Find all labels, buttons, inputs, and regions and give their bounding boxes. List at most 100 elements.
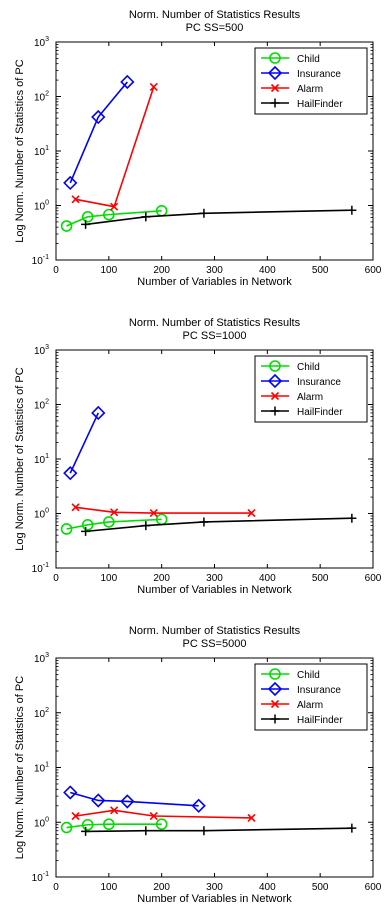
y-tick-label: 102	[34, 91, 49, 104]
y-tick-exponent: 3	[45, 652, 49, 659]
y-tick-exponent: 0	[45, 816, 49, 823]
y-tick-label: 100	[34, 816, 49, 829]
data-point	[91, 793, 106, 808]
legend-item: Insurance	[261, 65, 341, 81]
data-point	[110, 806, 119, 815]
legend-marker	[270, 699, 280, 709]
data-point	[347, 823, 357, 833]
x-axis-label: Number of Variables in Network	[137, 584, 292, 596]
y-tick-exponent: 0	[45, 200, 49, 207]
data-point	[71, 195, 80, 204]
legend-label: Alarm	[297, 392, 323, 403]
y-tick-label: 101	[34, 145, 49, 158]
y-tick-exponent: 2	[45, 399, 49, 406]
data-point	[103, 516, 115, 528]
x-tick-label: 200	[153, 882, 170, 893]
legend-item: Insurance	[261, 681, 341, 697]
x-tick-label: 400	[259, 573, 276, 584]
data-point	[247, 508, 256, 518]
data-point	[81, 219, 91, 229]
x-tick-label: 300	[206, 882, 223, 893]
data-point	[199, 208, 209, 218]
data-point	[141, 521, 151, 531]
data-point	[120, 74, 135, 90]
legend-marker	[269, 668, 281, 680]
y-tick-exponent: 3	[45, 36, 49, 43]
series-insurance	[63, 785, 206, 813]
legend-item: Alarm	[261, 391, 323, 403]
data-point	[103, 818, 115, 831]
chart-title: Norm. Number of Statistics Results	[129, 625, 301, 637]
legend-item: HailFinder	[261, 406, 343, 418]
data-point	[199, 826, 209, 836]
y-axis-label: Log Norm. Number of Statistics of PC	[14, 59, 26, 242]
series-insurance	[63, 74, 135, 191]
series-line	[75, 506, 252, 514]
series-line	[70, 791, 199, 807]
x-tick-label: 0	[53, 265, 59, 276]
y-tick-exponent: 0	[45, 508, 49, 515]
legend-marker	[270, 391, 280, 401]
data-point	[103, 208, 115, 221]
data-point	[63, 466, 78, 481]
legend-label: Alarm	[297, 84, 323, 95]
legend-item: Child	[261, 360, 320, 373]
series-hailfinder	[81, 205, 357, 229]
legend-marker	[267, 681, 283, 697]
x-tick-label: 100	[100, 265, 117, 276]
data-point	[71, 811, 80, 821]
series-hailfinder	[81, 823, 357, 836]
legend-label: Child	[297, 54, 320, 65]
data-point	[81, 526, 91, 536]
y-tick-label: 102	[34, 399, 49, 412]
series-child	[60, 204, 168, 232]
legend-item: Insurance	[261, 373, 341, 389]
legend-item: HailFinder	[261, 98, 343, 110]
y-tick-label: 103	[34, 344, 49, 357]
series-line	[69, 412, 99, 474]
y-tick-label: 101	[34, 453, 49, 466]
x-tick-label: 300	[206, 573, 223, 584]
legend-marker	[267, 373, 283, 389]
x-tick-label: 0	[53, 573, 59, 584]
x-axis-label: Number of Variables in Network	[137, 276, 292, 288]
x-tick-label: 200	[153, 573, 170, 584]
data-point	[60, 523, 73, 535]
y-tick-exponent: 1	[45, 145, 49, 152]
data-point	[120, 794, 135, 809]
y-tick-exponent: -1	[43, 254, 49, 261]
x-tick-label: 400	[259, 882, 276, 893]
x-tick-label: 300	[206, 265, 223, 276]
data-point	[81, 211, 94, 223]
legend-label: Child	[297, 670, 320, 681]
legend-marker	[270, 714, 280, 724]
series-line	[66, 823, 162, 829]
legend-item: Alarm	[261, 699, 323, 711]
series-insurance	[63, 405, 106, 481]
data-point	[141, 826, 151, 836]
legend: Child Insurance Alarm HailFinder	[254, 663, 368, 731]
data-point	[347, 513, 357, 523]
data-point	[60, 220, 73, 232]
data-point	[63, 175, 78, 191]
x-tick-label: 500	[312, 265, 329, 276]
series-hailfinder	[81, 513, 357, 536]
y-tick-label: 10-1	[32, 562, 49, 575]
data-point	[141, 212, 151, 222]
x-tick-label: 600	[365, 265, 382, 276]
data-point	[247, 813, 256, 822]
series-line	[85, 209, 352, 226]
chart-subtitle: PC SS=500	[186, 22, 244, 34]
data-point	[199, 517, 209, 527]
y-tick-exponent: -1	[43, 562, 49, 569]
data-point	[149, 508, 158, 518]
legend-item: HailFinder	[261, 714, 343, 726]
y-tick-label: 10-1	[32, 254, 49, 267]
legend-item: Child	[261, 668, 320, 681]
x-tick-label: 200	[153, 265, 170, 276]
legend-marker	[269, 360, 281, 372]
data-point	[81, 826, 91, 836]
